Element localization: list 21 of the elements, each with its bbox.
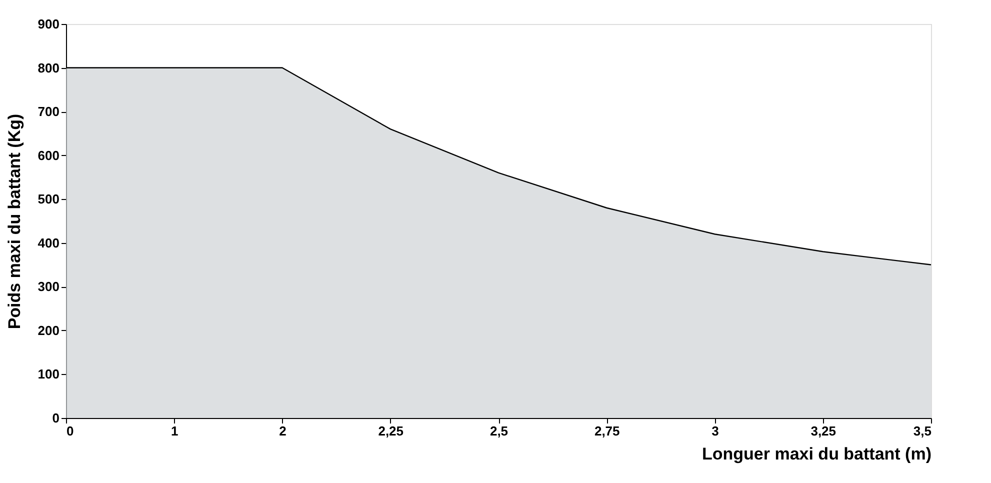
- y-tick-label: 200: [38, 322, 60, 338]
- x-tick-label: 2,25: [378, 424, 404, 438]
- x-tick-label: 2,75: [594, 424, 620, 438]
- y-tick-label: 800: [38, 60, 60, 76]
- y-tick-label: 600: [38, 148, 60, 163]
- x-tick-label: 3,5: [913, 424, 932, 438]
- x-tick-label: 2,5: [490, 424, 508, 438]
- x-tick-label: 0: [66, 424, 74, 438]
- y-tick-label: 500: [38, 192, 60, 207]
- y-tick-label: 400: [38, 235, 60, 250]
- x-axis-title: Longuer maxi du battant (m): [702, 444, 932, 464]
- y-tick-label: 100: [38, 366, 60, 382]
- y-tick-label: 700: [38, 104, 60, 120]
- x-tick-label: 3: [712, 424, 719, 438]
- x-tick-label: 3,25: [810, 424, 836, 438]
- y-axis-title: Poids maxi du battant (Kg): [4, 114, 24, 330]
- x-tick-label: 2: [279, 424, 286, 438]
- y-tick-label: 0: [52, 410, 60, 426]
- y-tick-label: 900: [38, 16, 60, 32]
- y-tick-label: 300: [38, 279, 60, 294]
- x-tick-label: 1: [171, 424, 178, 438]
